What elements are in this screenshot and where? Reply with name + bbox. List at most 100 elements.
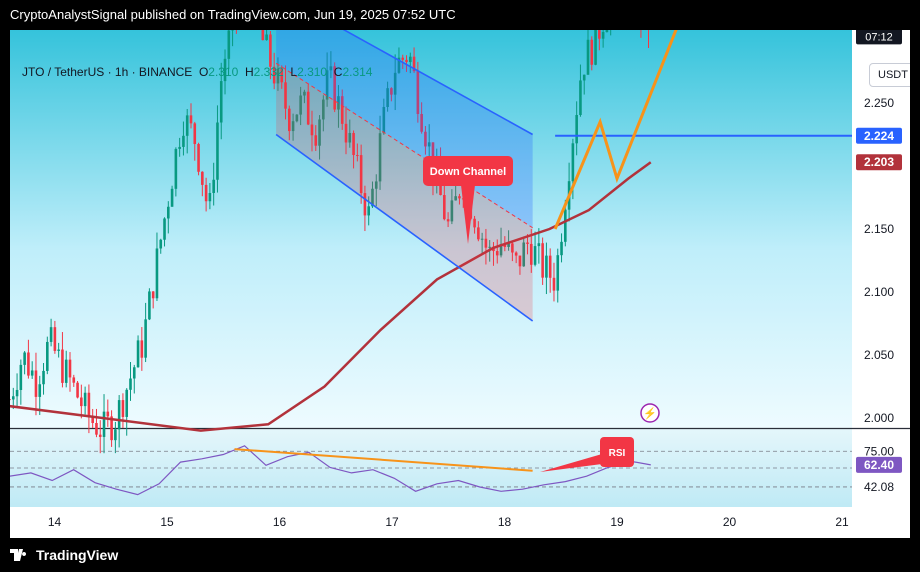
candle-body	[390, 88, 393, 95]
candle-body	[393, 72, 397, 95]
candle-body	[499, 244, 503, 256]
candle-body	[212, 179, 215, 193]
candle-body	[306, 91, 310, 125]
lightning-icon	[640, 403, 660, 423]
candle-body	[87, 392, 91, 418]
candle-body	[518, 255, 522, 267]
candle-body	[352, 132, 355, 156]
candle-body	[552, 277, 556, 291]
candle-body	[424, 131, 427, 147]
candle-body	[514, 252, 518, 256]
rsi-callout-text: RSI	[609, 448, 626, 459]
candle-body	[11, 396, 15, 400]
candle-body	[526, 242, 529, 244]
open-value: 2.310	[208, 65, 239, 79]
chart-frame[interactable]: Down Channel ⚡ RSI 2.000 2.050 2.100 2.150 2.…	[10, 30, 910, 538]
candle-body	[27, 352, 30, 376]
x-tick-label: 20	[723, 515, 737, 529]
y-tick-label: 2.250	[864, 96, 894, 110]
candle-body	[446, 219, 450, 222]
tradingview-logo[interactable]: TradingView	[10, 547, 118, 563]
symbol-text: JTO / TetherUS · 1h · BINANCE	[22, 65, 193, 79]
footer-brand: TradingView	[36, 547, 119, 563]
countdown-text: 07:12	[865, 31, 893, 43]
candle-body	[117, 400, 121, 430]
candle-body	[110, 416, 113, 441]
candle-body	[42, 370, 45, 385]
candle-body	[193, 123, 197, 145]
candle-body	[68, 359, 72, 378]
candle-body	[488, 246, 491, 248]
candle-body	[299, 95, 302, 115]
candle-body	[295, 114, 299, 122]
chart-canvas[interactable]: Down Channel ⚡ RSI 2.000 2.050 2.100 2.150 2.…	[10, 30, 910, 538]
x-tick-label: 17	[385, 515, 399, 529]
candle-body	[30, 370, 34, 376]
channel-lower-line	[275, 133, 534, 322]
candle-body	[284, 82, 287, 109]
candle-body	[545, 255, 548, 278]
channel-lower-fill	[276, 63, 533, 321]
candle-body	[560, 241, 563, 256]
price-label-tag	[856, 30, 902, 45]
candle-body	[480, 238, 484, 240]
footer: TradingView	[0, 538, 920, 572]
tradingview-logo-icon	[10, 549, 27, 561]
candle-body	[416, 71, 420, 114]
candle-body	[329, 66, 333, 71]
candle-body	[537, 243, 541, 247]
candle-body	[356, 155, 359, 157]
candle-body	[114, 429, 117, 441]
rsi-divergence-line	[234, 448, 533, 472]
candle-body	[201, 171, 204, 185]
candle-body	[144, 319, 147, 358]
candle-body	[420, 113, 423, 132]
candle-body	[511, 243, 514, 253]
candle-body	[269, 34, 272, 67]
candle-body	[363, 193, 367, 216]
candle-body	[125, 389, 129, 417]
rsi-line	[10, 445, 651, 496]
candle-body	[227, 30, 231, 59]
candle-body	[129, 378, 132, 390]
price-label-text: 2.203	[864, 155, 894, 169]
candle-body	[76, 382, 79, 398]
candle-body	[507, 243, 510, 247]
candle-body	[408, 56, 412, 63]
candle-body	[182, 135, 185, 147]
candle-body	[458, 196, 461, 199]
candle-body	[382, 106, 386, 134]
low-label: L	[290, 65, 298, 79]
candle-body	[174, 148, 178, 189]
symbol-legend[interactable]: JTO / TetherUS · 1h · BINANCE O2.310 H2.…	[22, 65, 372, 79]
candle-body	[61, 349, 64, 383]
candle-body	[601, 32, 605, 39]
candle-body	[197, 144, 200, 172]
candle-body	[371, 188, 374, 207]
candle-body	[38, 384, 42, 397]
candle-body	[314, 135, 318, 146]
candle-body	[189, 115, 193, 124]
y-tick-label: 2.050	[864, 348, 894, 362]
candle-body	[556, 255, 560, 291]
candle-body	[155, 248, 159, 299]
candle-body	[102, 411, 106, 437]
down-channel-callout-pointer	[461, 185, 475, 244]
rsi-callout-pointer	[540, 454, 602, 472]
candle-body	[325, 70, 329, 100]
candle-body	[265, 34, 268, 41]
candle-body	[185, 115, 189, 136]
price-label-text: 2.224	[864, 129, 894, 143]
candle-body	[386, 88, 389, 107]
currency-button[interactable]: USDT	[869, 63, 910, 87]
y-tick-label: 2.150	[864, 222, 894, 236]
candle-body	[548, 255, 552, 278]
candle-body	[159, 239, 163, 249]
candle-body	[276, 68, 280, 84]
candle-body	[121, 400, 125, 417]
rsi-tick-label: 42.08	[864, 480, 894, 494]
candle-body	[340, 96, 344, 124]
candle-body	[80, 397, 83, 407]
lightning-glyph: ⚡	[643, 407, 657, 420]
candle-body	[178, 146, 181, 149]
